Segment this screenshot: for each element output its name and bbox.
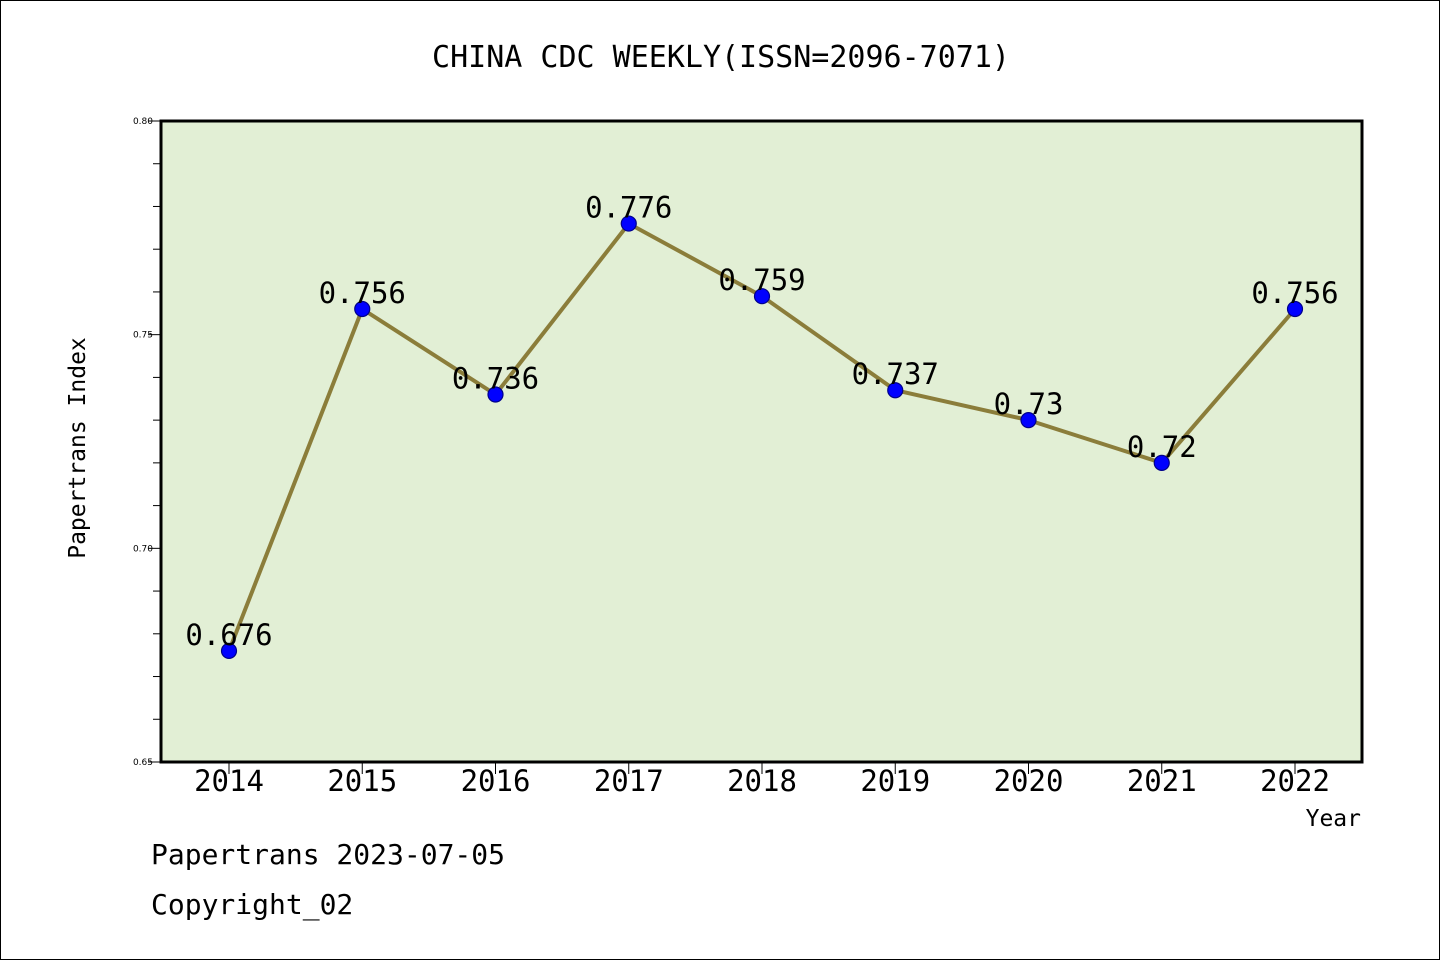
data-label: 0.756 (319, 276, 406, 310)
data-point (354, 300, 371, 318)
data-label: 0.776 (585, 191, 672, 225)
y-tick-label: 0.75 (133, 331, 153, 341)
y-tick-label: 0.70 (133, 544, 153, 554)
y-axis-label: Papertrans Index (65, 337, 91, 559)
data-label: 0.736 (452, 361, 539, 395)
data-label: 0.73 (994, 387, 1064, 421)
data-label: 0.72 (1127, 430, 1197, 464)
x-tick-label: 2018 (727, 764, 797, 798)
data-label: 0.759 (718, 263, 805, 297)
data-point (620, 215, 637, 232)
x-tick-label: 2017 (594, 764, 664, 798)
x-axis-label: Year (1306, 806, 1361, 832)
data-point (1153, 454, 1170, 471)
data-label: 0.676 (185, 618, 272, 652)
x-tick-label: 2016 (461, 764, 531, 798)
data-point (887, 382, 904, 399)
plot-area (159, 119, 1364, 764)
y-tick-label: 0.65 (133, 758, 153, 768)
x-axis: 2014 2015 2016 2017 2018 2019 2020 2021 2022 (194, 762, 1330, 798)
data-point (1286, 300, 1304, 318)
data-point (753, 288, 771, 305)
chart-title: CHINA CDC WEEKLY(ISSN=2096-7071) (432, 40, 1010, 75)
data-point (487, 386, 504, 403)
data-labels: 0.676 0.756 0.736 0.776 0.759 0.737 0.73 0.72 0.… (185, 191, 1338, 652)
footer-copyright: Copyright_02 (151, 888, 353, 922)
y-axis: 0.65 0.70 0.75 0.80 (133, 117, 161, 768)
x-tick-label: 2020 (994, 764, 1064, 798)
x-tick-label: 2022 (1260, 764, 1330, 798)
x-tick-label: 2015 (327, 764, 397, 798)
data-point (1020, 412, 1037, 429)
data-point (220, 642, 238, 659)
footer-date: Papertrans 2023-07-05 (151, 838, 505, 871)
x-tick-label: 2021 (1127, 764, 1197, 798)
x-tick-label: 2014 (194, 764, 264, 798)
series (220, 215, 1304, 659)
data-label: 0.737 (852, 357, 939, 391)
x-tick-label: 2019 (860, 764, 930, 798)
y-tick-label: 0.80 (133, 117, 153, 127)
data-label: 0.756 (1251, 276, 1338, 310)
